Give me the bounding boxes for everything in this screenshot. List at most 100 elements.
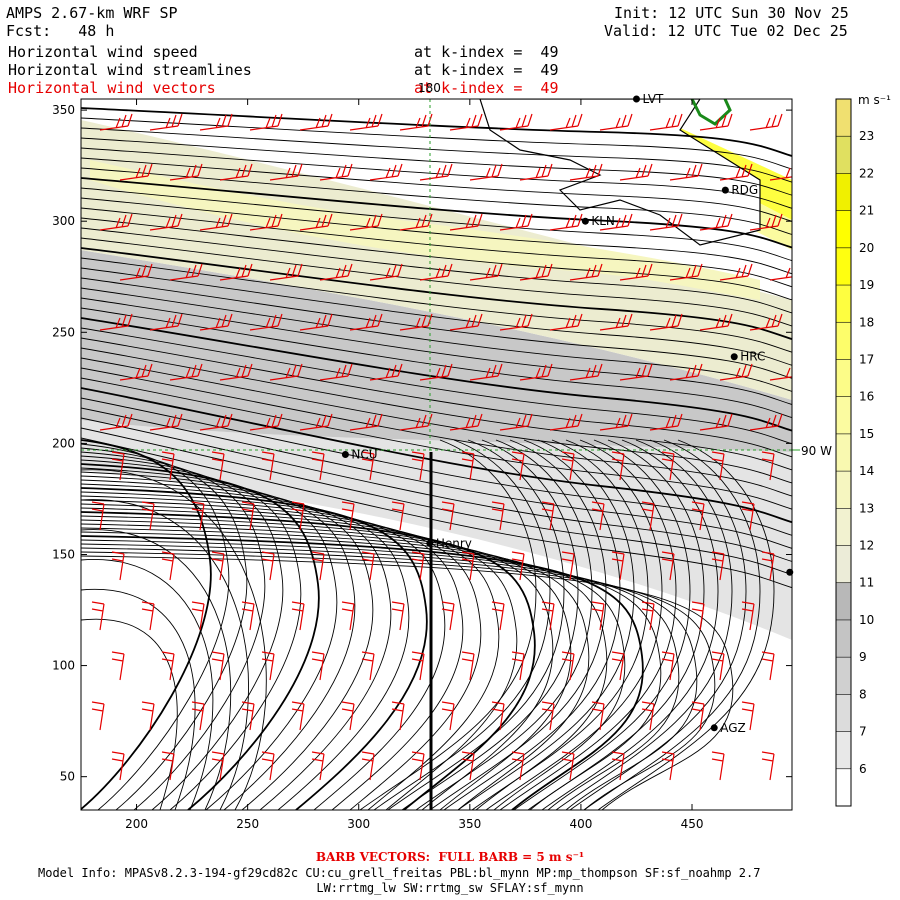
wind-barb	[599, 313, 633, 331]
streamline	[81, 523, 590, 810]
colorbar-segment	[836, 731, 851, 769]
wind-barb	[541, 701, 555, 731]
wind-barb	[369, 163, 403, 181]
wind-barb	[349, 213, 383, 231]
streamline	[81, 367, 792, 497]
wind-barb	[711, 451, 725, 481]
streamline	[81, 588, 196, 810]
streamline	[81, 527, 608, 810]
wind-barb	[241, 701, 255, 731]
colorbar-label: 8	[859, 687, 867, 701]
wind-barb	[269, 163, 303, 181]
wind-barb	[499, 113, 533, 131]
land-ross-island	[479, 99, 761, 246]
streamline	[373, 439, 551, 810]
forecast-hour: Fcst: 48 h	[6, 22, 115, 40]
wind-barb	[319, 263, 353, 281]
wind-speed-shading	[81, 99, 792, 810]
wind-barb	[219, 263, 253, 281]
wind-barb	[361, 551, 375, 581]
streamline	[81, 459, 302, 810]
model-title: AMPS 2.67-km WRF SP	[6, 4, 178, 22]
field-level-streamlines: at k-index = 49	[414, 61, 559, 79]
wind-barb	[99, 313, 133, 331]
wind-barb	[499, 313, 533, 331]
streamline	[81, 503, 500, 810]
wind-barb	[619, 163, 653, 181]
wind-barb	[599, 113, 633, 131]
colorbar-segment	[836, 396, 851, 434]
wind-barb	[511, 751, 525, 781]
wind-barb	[511, 451, 525, 481]
streamline	[81, 157, 792, 222]
colorbar-label: 11	[859, 576, 874, 590]
streamline	[81, 167, 792, 235]
wind-barb	[319, 363, 353, 381]
wind-barb	[491, 501, 505, 531]
wind-barb	[411, 751, 425, 781]
plot-frame	[80, 98, 793, 811]
y-tick-label: 200	[52, 436, 75, 450]
streamline	[81, 347, 792, 471]
colorbar-label: 23	[859, 129, 874, 143]
colorbar-label: 17	[859, 352, 874, 366]
y-tick-label: 300	[52, 214, 75, 228]
colorbar-label: 7	[859, 725, 867, 739]
wind-barb	[691, 701, 705, 731]
colorbar-segment	[836, 359, 851, 397]
wind-barb	[499, 413, 533, 431]
streamline	[81, 507, 518, 810]
wind-barb	[149, 413, 183, 431]
wind-barb	[249, 413, 283, 431]
wind-barb	[191, 701, 205, 731]
wind-barb	[319, 163, 353, 181]
wind-barb	[169, 163, 203, 181]
x-tick-label: 350	[458, 817, 481, 831]
y-tick-label: 100	[52, 659, 75, 673]
wind-barb	[419, 263, 453, 281]
streamline	[81, 307, 792, 419]
streamline	[401, 439, 579, 810]
wind-barb	[241, 501, 255, 531]
wind-barb	[169, 263, 203, 281]
wind-barb	[161, 751, 175, 781]
x-axis: 200 250 300 350 400 450	[125, 99, 703, 831]
wind-barb	[749, 113, 783, 131]
streamline	[443, 439, 621, 810]
wind-barb	[99, 213, 133, 231]
streamline	[513, 439, 691, 810]
y-axis: 50 100 150 200 250 300 350	[52, 103, 792, 784]
wind-barb	[249, 213, 283, 231]
wind-barb	[219, 163, 253, 181]
wind-barb	[499, 213, 533, 231]
field-name-streamlines: Horizontal wind streamlines	[8, 61, 252, 79]
wind-barb	[569, 363, 603, 381]
wind-barb	[299, 313, 333, 331]
colorbar-segment	[836, 322, 851, 360]
wind-barb	[461, 651, 475, 681]
wind-barb	[441, 701, 455, 731]
wind-barb	[161, 551, 175, 581]
coast-green	[690, 99, 732, 126]
wind-barb	[99, 413, 133, 431]
streamline	[81, 117, 792, 170]
streamline	[81, 197, 792, 275]
wind-barb	[361, 651, 375, 681]
wind-barb	[749, 413, 783, 431]
colorbar-segment	[836, 545, 851, 583]
wind-barb	[761, 751, 775, 781]
x-tick-label: 400	[569, 817, 592, 831]
wind-barbs	[91, 113, 792, 781]
wind-barb	[91, 501, 105, 531]
wind-barb	[311, 451, 325, 481]
wind-barb	[661, 651, 675, 681]
wind-barb	[411, 651, 425, 681]
streamline	[81, 297, 792, 405]
streamline	[569, 439, 747, 810]
colorbar-segment	[836, 99, 851, 137]
wind-barb	[449, 113, 483, 131]
wind-barb	[641, 501, 655, 531]
streamline	[429, 439, 607, 810]
colorbar-segment	[836, 619, 851, 658]
